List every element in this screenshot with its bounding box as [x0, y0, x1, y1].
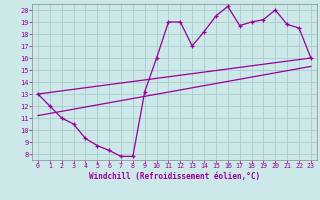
X-axis label: Windchill (Refroidissement éolien,°C): Windchill (Refroidissement éolien,°C) [89, 172, 260, 181]
